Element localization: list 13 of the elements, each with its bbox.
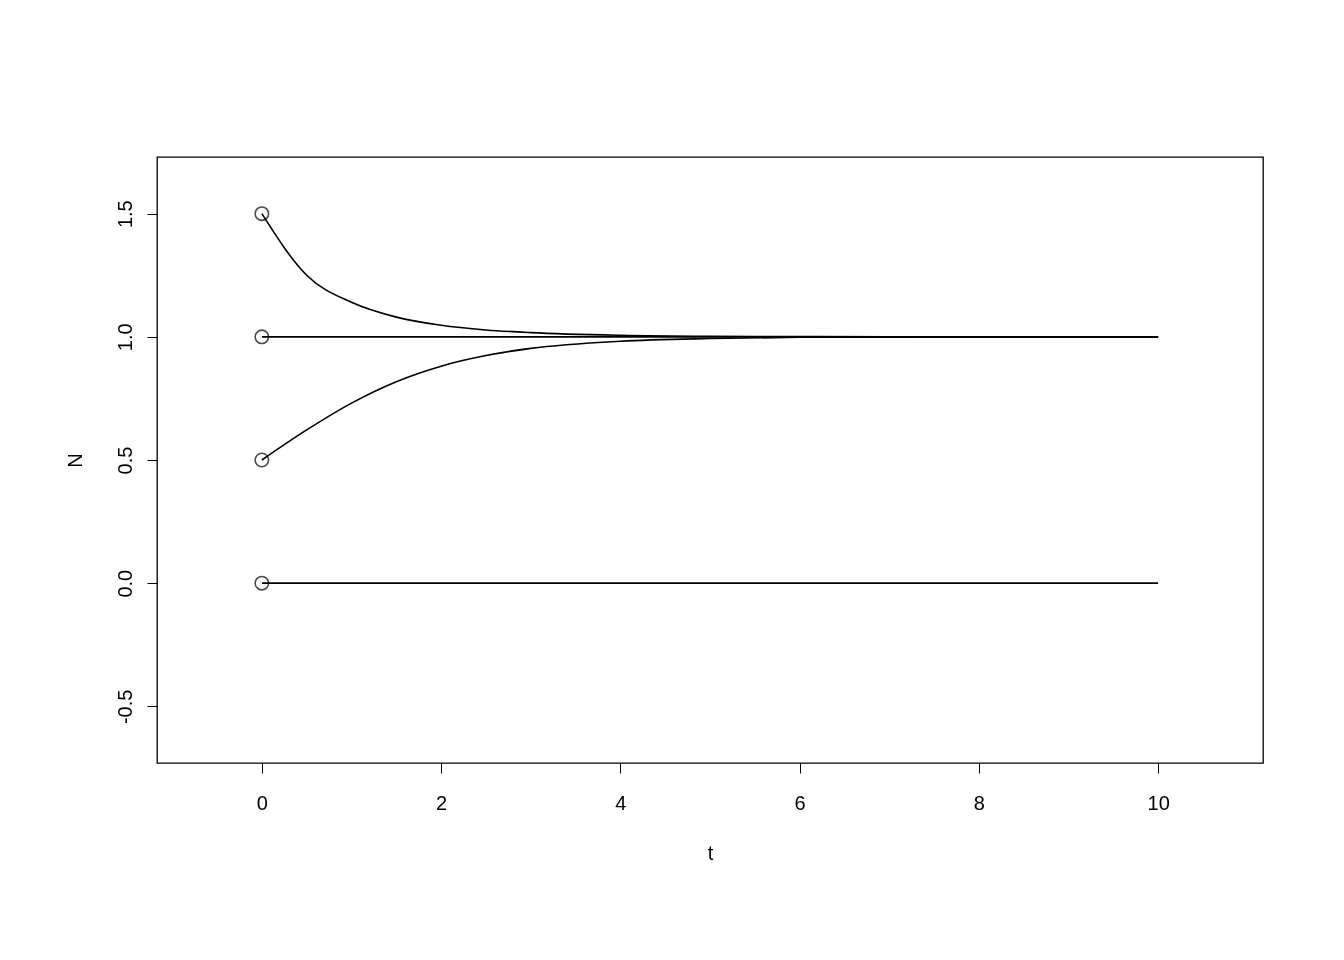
y-tick-label: -0.5 bbox=[113, 689, 136, 725]
x-tick-label: 6 bbox=[794, 791, 806, 814]
y-tick-label: 0.5 bbox=[113, 446, 136, 475]
y-tick-label: 1.0 bbox=[113, 323, 136, 352]
x-tick-label: 10 bbox=[1147, 791, 1170, 814]
x-axis-title: t bbox=[707, 841, 714, 864]
x-tick-label: 0 bbox=[256, 791, 268, 814]
y-tick-label: 0.0 bbox=[113, 569, 136, 598]
x-tick-label: 8 bbox=[973, 791, 985, 814]
y-tick-label: 1.5 bbox=[113, 200, 136, 229]
x-tick-label: 4 bbox=[615, 791, 627, 814]
y-axis-title: N bbox=[63, 453, 86, 468]
x-tick-label: 2 bbox=[436, 791, 448, 814]
